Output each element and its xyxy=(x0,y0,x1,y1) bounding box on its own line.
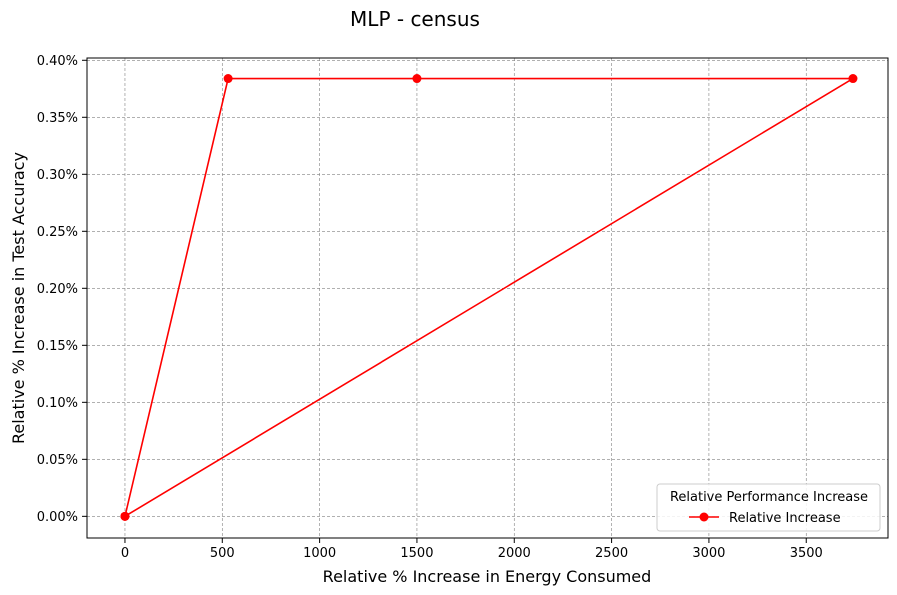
legend-box xyxy=(656,483,881,532)
legend: Relative Performance Increase Relative I… xyxy=(656,483,881,532)
y-tick-label: 0.35% xyxy=(37,111,78,126)
series-line xyxy=(124,77,856,518)
legend-label: Relative Increase xyxy=(729,511,841,526)
y-tick-label: 0.10% xyxy=(37,396,78,411)
data-point xyxy=(848,74,858,84)
x-tick-label: 1500 xyxy=(400,546,433,561)
plot-frame xyxy=(86,57,889,539)
series-layer xyxy=(120,74,858,521)
y-tick-label: 0.25% xyxy=(37,225,78,240)
y-tick-label: 0.40% xyxy=(37,54,78,69)
x-axis-label: Relative % Increase in Energy Consumed xyxy=(323,567,652,586)
x-tick-label: 2500 xyxy=(595,546,628,561)
chart-title: MLP - census xyxy=(350,7,480,31)
x-tick-label: 3000 xyxy=(692,546,725,561)
y-tick-label: 0.20% xyxy=(37,282,78,297)
legend-marker-swatch xyxy=(699,512,709,522)
x-tick-label: 2000 xyxy=(498,546,531,561)
y-tick-label: 0.00% xyxy=(37,510,78,525)
x-tick-label: 500 xyxy=(210,546,235,561)
y-tick-label: 0.05% xyxy=(37,453,78,468)
data-point xyxy=(120,511,130,521)
legend-title: Relative Performance Increase xyxy=(670,490,868,505)
y-axis-label: Relative % Increase in Test Accuracy xyxy=(9,152,28,444)
y-tick-label: 0.15% xyxy=(37,339,78,354)
grid xyxy=(87,58,888,538)
x-axis-ticks: 0 500 1000 1500 2000 2500 3000 3500 xyxy=(121,538,823,561)
data-point xyxy=(412,74,422,84)
x-tick-label: 3500 xyxy=(790,546,823,561)
y-axis-ticks: 0.00% 0.05% 0.10% 0.15% 0.20% 0.25% 0.30% 0.35%… xyxy=(37,54,87,525)
data-point xyxy=(223,74,233,84)
x-tick-label: 1000 xyxy=(303,546,336,561)
x-tick-label: 0 xyxy=(121,546,129,561)
y-tick-label: 0.30% xyxy=(37,168,78,183)
